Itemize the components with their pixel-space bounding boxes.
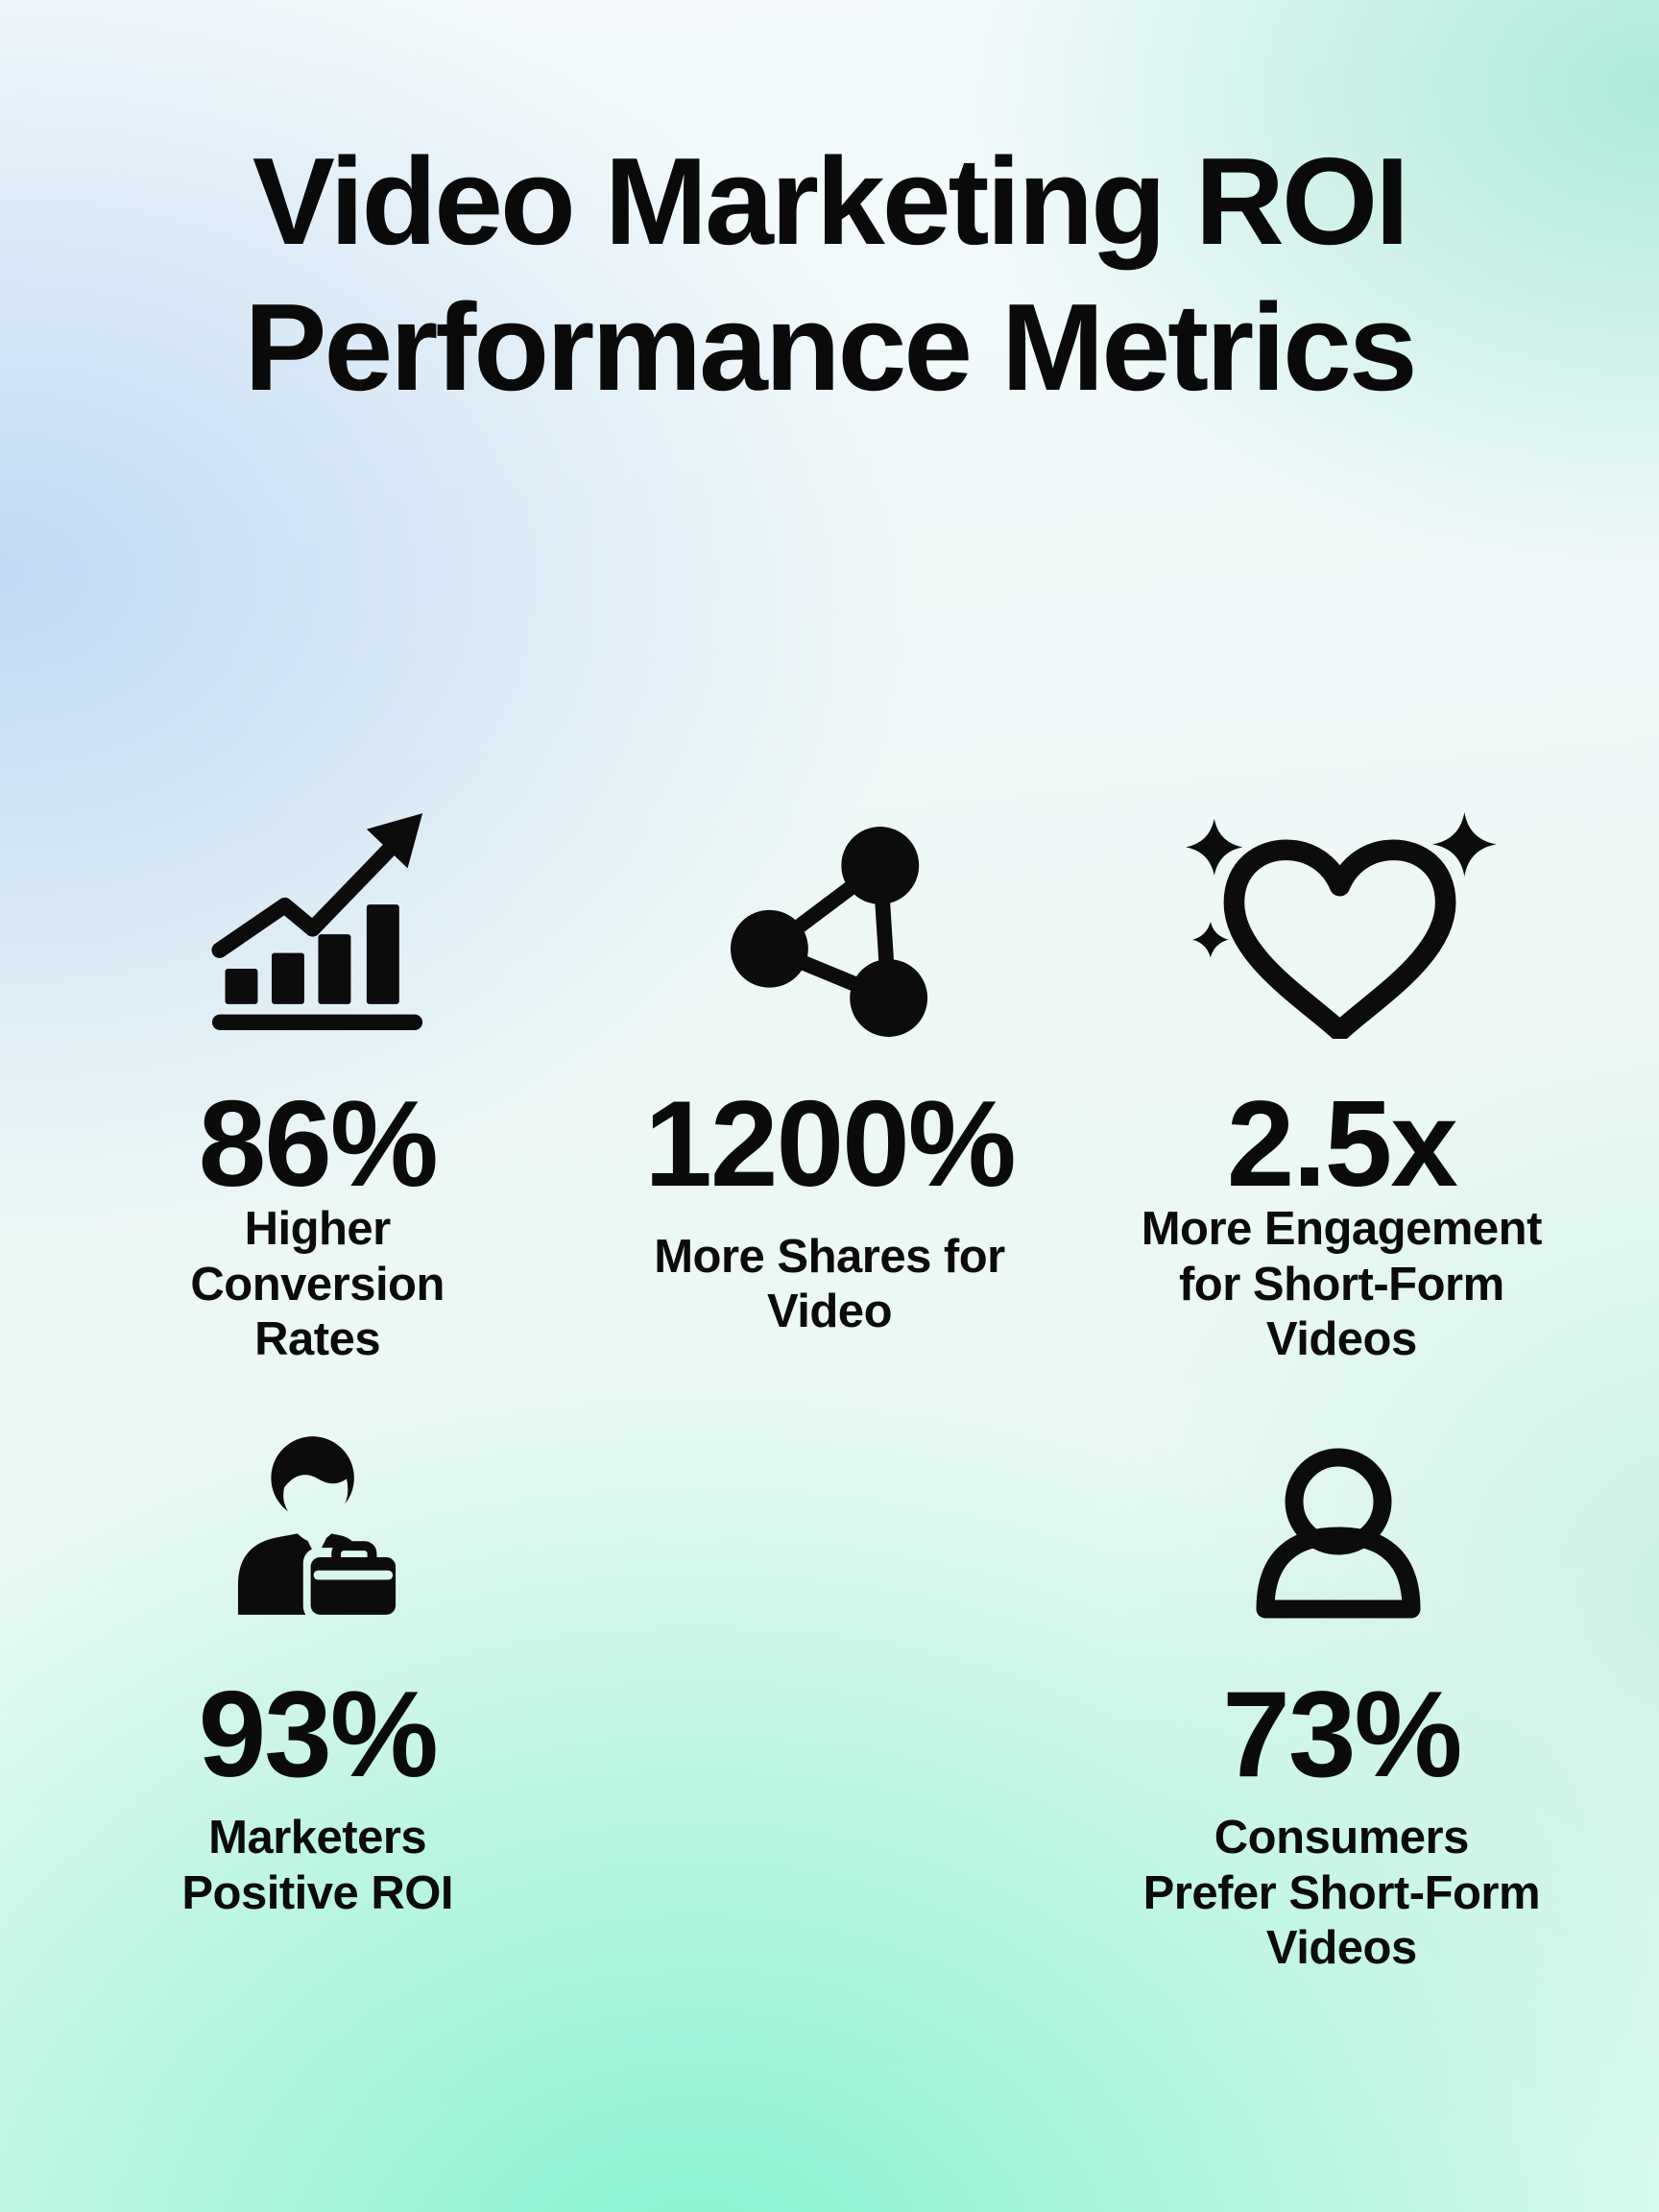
stats-row-top: 86% Higher Conversion Rates 1200% More S… [0,808,1659,1366]
stat-value: 73% [1222,1666,1462,1803]
stat-label: Consumers Prefer Short-Form Videos [1142,1812,1541,1975]
stat-conversion: 86% Higher Conversion Rates [61,808,573,1366]
share-network-icon [728,825,931,1039]
bar-chart-growth-icon [210,810,424,1039]
stat-value: 93% [198,1666,439,1803]
page-title: Video Marketing ROI Performance Metrics [0,0,1659,421]
stat-value: 2.5x [1226,1075,1458,1213]
stat-value: 86% [198,1075,439,1213]
stat-shares: 1200% More Shares for Video [573,808,1085,1364]
stat-value: 1200% [644,1075,1016,1213]
stat-preference: 73% Consumers Prefer Short-Form Videos [1086,1435,1598,1976]
title-line-1: Video Marketing ROI [252,132,1409,271]
stats-row-spacer [573,1435,1085,1976]
stat-label: More Shares for Video [654,1231,1005,1338]
sparkling-heart-icon [1186,812,1498,1040]
marketer-briefcase-icon [235,1435,400,1620]
stats-row-bottom: 93% Marketers Positive ROI 73% Consumers… [0,1435,1659,1976]
person-icon [1250,1442,1432,1620]
title-line-2: Performance Metrics [244,278,1417,418]
stat-marketer-roi: 93% Marketers Positive ROI [61,1435,573,1976]
stat-label: Marketers Positive ROI [181,1812,453,1919]
stat-label: More Engagement for Short-Form Videos [1141,1203,1543,1366]
stat-engagement: 2.5x More Engagement for Short-Form Vide… [1086,808,1598,1366]
stat-label: Higher Conversion Rates [190,1203,445,1366]
